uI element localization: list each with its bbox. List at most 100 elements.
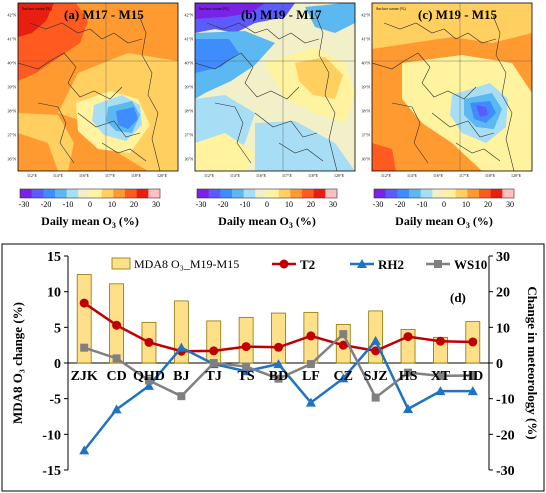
colorbar-tick-label: 0	[88, 200, 92, 209]
colorbar-swatch	[374, 189, 386, 198]
point-rh2-CZ	[338, 373, 349, 383]
colorbar-tick-label: 0	[265, 200, 269, 209]
colorbar-tick-label: 20	[307, 200, 315, 209]
map-region-10	[18, 133, 58, 171]
point-rh2-SJZ	[370, 335, 381, 345]
lon-tick-label: 116°E	[79, 173, 89, 178]
colorbar-swatch	[55, 189, 67, 198]
lat-tick-label: 38°N	[8, 109, 17, 114]
colorbar-label: Daily mean O3 (%)	[218, 214, 316, 230]
lon-tick-label: 118°E	[131, 173, 141, 178]
y-tick-label-right: 30	[496, 250, 510, 265]
panel-label: (c) M19 - M15	[418, 7, 498, 22]
point-ws10-XT	[436, 371, 445, 380]
colorbar-tick-label: 0	[442, 200, 446, 209]
point-ws10-TS	[242, 362, 251, 371]
map-region-7	[476, 105, 488, 117]
colorbar-swatch	[90, 189, 102, 198]
colorbar-swatch	[255, 189, 268, 198]
y-tick-label-left: -5	[49, 393, 61, 408]
colorbar-swatch	[432, 189, 445, 198]
province-border-3	[214, 102, 252, 164]
colorbar-swatch	[409, 189, 421, 198]
y-axis-title-right: Change in meteorology (%)	[525, 286, 540, 439]
panel-label-d: (d)	[450, 290, 466, 305]
colorbar-tick-label: 10	[108, 200, 116, 209]
y-tick-label-left: 5	[54, 321, 61, 336]
chart-frame	[1, 243, 545, 492]
colorbar-tick-label: -30	[19, 200, 30, 209]
legend-marker-t2	[279, 259, 289, 269]
map-region-2	[372, 3, 532, 49]
map-region-9	[372, 143, 396, 171]
point-ws10-QHD	[144, 376, 153, 385]
colorbar-tick-label: 30	[152, 200, 160, 209]
point-rh2-TS	[241, 366, 252, 376]
colorbar-swatch	[243, 189, 256, 198]
point-rh2-XT	[435, 386, 446, 396]
lon-tick-label: 114°E	[407, 173, 417, 178]
bar-TJ	[206, 320, 222, 364]
colorbar-swatch	[490, 189, 503, 198]
category-label-HS: HS	[399, 369, 418, 384]
lat-tick-label: 41°N	[8, 37, 17, 42]
map-header: Surface ozone (%)	[22, 6, 52, 11]
map-region-5	[195, 39, 239, 73]
province-border-1	[29, 22, 143, 44]
point-ws10-BJ	[177, 392, 186, 401]
y-tick-label-left: -10	[42, 428, 61, 443]
map-frame	[371, 2, 533, 172]
colorbar-tick-label: 10	[462, 200, 470, 209]
y-tick-label-left: 15	[47, 250, 61, 265]
y-tick-label-left: -15	[42, 464, 61, 479]
legend-label-ws10: WS10	[454, 257, 487, 272]
category-label-QHD: QHD	[133, 369, 165, 384]
province-border-1	[206, 22, 320, 44]
colorbar-swatch	[220, 189, 233, 198]
bar-TS	[238, 316, 254, 364]
province-border-2	[240, 52, 300, 100]
category-label-BJ: BJ	[173, 369, 189, 384]
lat-tick-label: 41°N	[185, 37, 194, 42]
y-tick-label-left: 0	[54, 357, 61, 372]
colorbar-tick-label: 30	[329, 200, 337, 209]
point-rh2-BJ	[176, 342, 187, 352]
colorbar-swatch	[197, 189, 209, 198]
legend-marker-rh2	[357, 259, 367, 268]
legend-label-t2: T2	[300, 257, 315, 272]
legend-marker-ws10	[434, 260, 442, 268]
lat-tick-label: 38°N	[362, 109, 371, 114]
lon-tick-label: 116°E	[256, 173, 266, 178]
y-axis-title-left: MDA8 O₃ change (%)	[10, 302, 25, 424]
point-rh2-QHD	[143, 380, 154, 390]
colorbar-swatch	[420, 189, 433, 198]
panel-label: (a) M17 - M15	[64, 7, 144, 22]
lat-tick-label: 36°N	[8, 157, 17, 162]
colorbar-tick-label: 20	[130, 200, 138, 209]
lon-tick-label: 120°E	[334, 173, 345, 178]
point-t2-XT	[435, 336, 445, 346]
colorbar-swatch	[313, 189, 326, 198]
legend-label-rh2: RH2	[378, 257, 404, 272]
point-rh2-LF	[305, 397, 316, 407]
map-region-8	[295, 57, 343, 99]
point-ws10-CZ	[339, 330, 348, 339]
lat-tick-label: 42°N	[362, 13, 371, 18]
map-header: Surface ozone (%)	[376, 6, 406, 11]
province-border-5	[254, 112, 318, 138]
lon-tick-label: 112°E	[381, 173, 391, 178]
colorbar-swatch	[43, 189, 56, 198]
lon-tick-label: 118°E	[308, 173, 318, 178]
category-label-LF: LF	[302, 369, 320, 384]
province-border-7	[101, 142, 147, 162]
colorbar-swatch	[66, 189, 79, 198]
colorbar-swatch	[267, 189, 279, 198]
point-ws10-HD	[468, 371, 477, 380]
map-region-11	[305, 3, 355, 33]
point-t2-TJ	[209, 346, 219, 356]
map-panel-2: Surface ozone (%) (b) M19 - M17 42°N 41°N 40…	[185, 2, 356, 230]
map-field	[195, 3, 355, 171]
province-border-6	[195, 52, 242, 70]
colorbar-swatch	[113, 189, 126, 198]
colorbar-swatch	[455, 189, 468, 198]
